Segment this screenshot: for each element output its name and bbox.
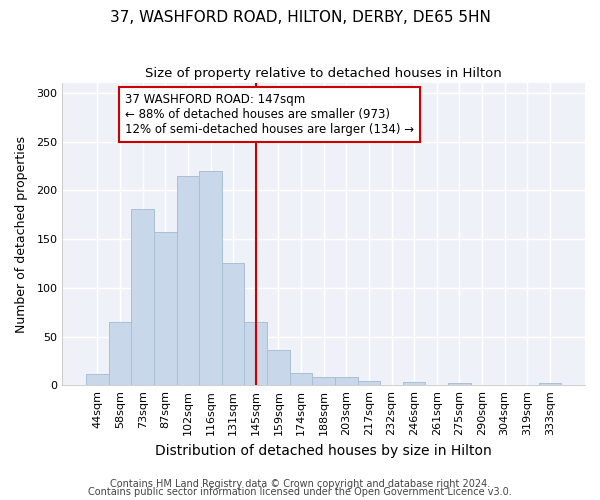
- Y-axis label: Number of detached properties: Number of detached properties: [15, 136, 28, 332]
- Bar: [199, 171, 222, 386]
- Bar: [448, 384, 471, 386]
- Title: Size of property relative to detached houses in Hilton: Size of property relative to detached ho…: [145, 68, 502, 80]
- Text: 37 WASHFORD ROAD: 147sqm
← 88% of detached houses are smaller (973)
12% of semi-: 37 WASHFORD ROAD: 147sqm ← 88% of detach…: [125, 93, 413, 136]
- Bar: [176, 176, 199, 386]
- Bar: [335, 376, 358, 386]
- Bar: [358, 382, 380, 386]
- Bar: [86, 374, 109, 386]
- Bar: [539, 384, 561, 386]
- Bar: [403, 382, 425, 386]
- Bar: [131, 209, 154, 386]
- Bar: [222, 264, 244, 386]
- Text: Contains public sector information licensed under the Open Government Licence v3: Contains public sector information licen…: [88, 487, 512, 497]
- Bar: [313, 376, 335, 386]
- Bar: [154, 232, 176, 386]
- X-axis label: Distribution of detached houses by size in Hilton: Distribution of detached houses by size …: [155, 444, 492, 458]
- Text: Contains HM Land Registry data © Crown copyright and database right 2024.: Contains HM Land Registry data © Crown c…: [110, 479, 490, 489]
- Bar: [267, 350, 290, 386]
- Bar: [109, 322, 131, 386]
- Bar: [244, 322, 267, 386]
- Bar: [290, 372, 313, 386]
- Text: 37, WASHFORD ROAD, HILTON, DERBY, DE65 5HN: 37, WASHFORD ROAD, HILTON, DERBY, DE65 5…: [110, 10, 490, 25]
